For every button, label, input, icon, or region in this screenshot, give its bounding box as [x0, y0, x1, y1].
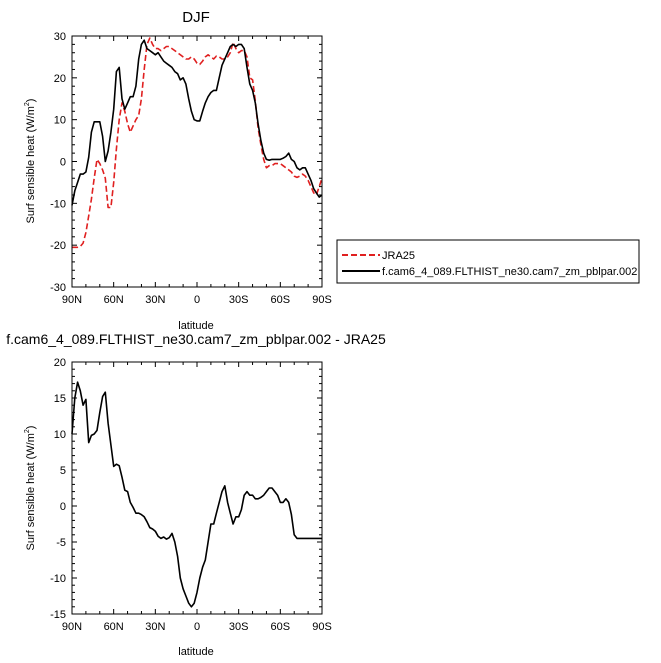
y-tick-label: 10 — [54, 115, 66, 127]
x-tick-label: 60N — [104, 621, 124, 633]
x-tick-label: 30S — [229, 621, 249, 633]
top-panel: DJF Surf sensible heat (W/m2) latitude -… — [24, 9, 332, 332]
bottom-plot-frame — [71, 361, 323, 615]
legend-label-model: f.cam6_4_089.FLTHIST_ne30.cam7_zm_pblpar… — [382, 266, 637, 278]
series-line-jra25 — [72, 37, 323, 249]
y-tick-label: -15 — [50, 609, 66, 621]
x-tick-label: 60S — [271, 621, 291, 633]
series-line-model — [71, 39, 323, 206]
x-tick-label: 90N — [62, 621, 82, 633]
x-tick-label: 0 — [194, 621, 200, 633]
x-tick-label: 30N — [145, 294, 165, 306]
series-line-difference — [71, 381, 322, 608]
legend-label-jra25: JRA25 — [382, 250, 415, 262]
bottom-panel-xlabel: latitude — [178, 646, 213, 658]
bottom-panel: f.cam6_4_089.FLTHIST_ne30.cam7_zm_pblpar… — [6, 331, 386, 658]
top-plot-frame — [71, 35, 323, 288]
y-tick-label: -10 — [50, 198, 66, 210]
top-panel-ylabel: Surf sensible heat (W/m2) — [24, 99, 37, 224]
x-tick-label: 0 — [194, 294, 200, 306]
y-tick-label: -20 — [50, 240, 66, 252]
x-tick-label: 30N — [145, 621, 165, 633]
y-tick-label: 10 — [54, 429, 66, 441]
legend-box — [336, 239, 640, 284]
x-tick-label: 90N — [62, 294, 82, 306]
y-tick-label: 30 — [54, 31, 66, 43]
y-tick-label: 0 — [60, 501, 66, 513]
x-tick-label: 60S — [271, 294, 291, 306]
y-tick-label: 20 — [54, 73, 66, 85]
x-tick-label: 30S — [229, 294, 249, 306]
y-tick-label: -5 — [56, 537, 66, 549]
y-tick-label: 15 — [54, 393, 66, 405]
x-tick-label: 90S — [312, 621, 332, 633]
top-panel-xlabel: latitude — [178, 320, 213, 332]
y-tick-label: -30 — [50, 282, 66, 294]
bottom-panel-ylabel: Surf sensible heat (W/m2) — [24, 426, 37, 551]
y-tick-label: 0 — [60, 157, 66, 169]
y-tick-label: -10 — [50, 573, 66, 585]
x-tick-label: 60N — [104, 294, 124, 306]
legend: JRA25 f.cam6_4_089.FLTHIST_ne30.cam7_zm_… — [336, 239, 640, 284]
top-panel-title: DJF — [182, 9, 210, 26]
y-tick-label: 5 — [60, 465, 66, 477]
x-tick-label: 90S — [312, 294, 332, 306]
bottom-panel-title: f.cam6_4_089.FLTHIST_ne30.cam7_zm_pblpar… — [6, 331, 386, 347]
y-tick-label: 20 — [54, 357, 66, 369]
